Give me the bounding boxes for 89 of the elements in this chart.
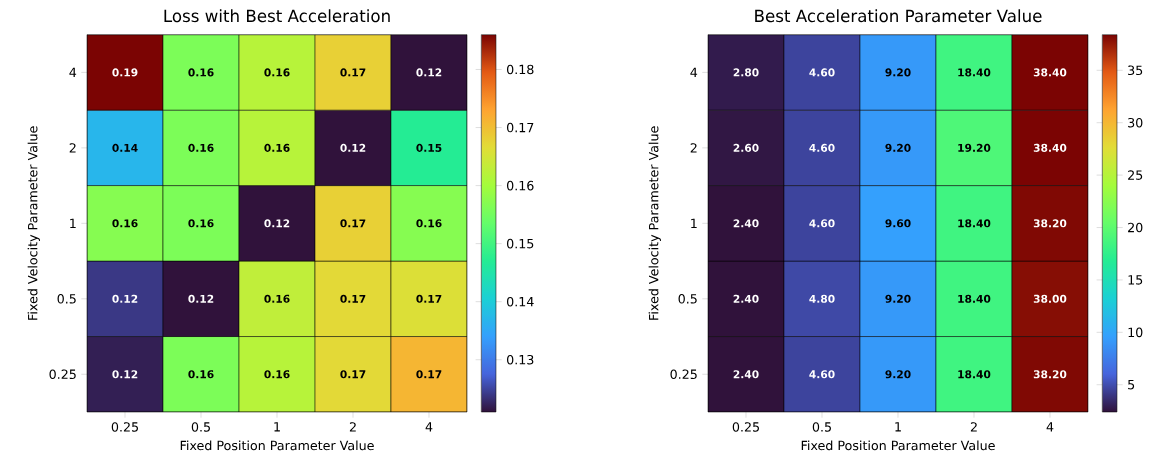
y-tick-label: 0.25 [670, 369, 697, 380]
y-tick-label: 2 [69, 143, 76, 153]
chart-title: Best Acceleration Parameter Value [755, 9, 1042, 23]
data-label: 18.40 [958, 294, 991, 303]
data-label: 0.15 [416, 143, 442, 152]
data-label: 4.60 [809, 370, 835, 379]
data-label: 9.60 [885, 219, 911, 228]
y-axis-title: Fixed Velocity Parameter Value [648, 126, 661, 320]
color-bar-label: 0.15 [507, 238, 534, 249]
data-label: 38.40 [1033, 143, 1067, 152]
data-label: 2.40 [733, 370, 759, 379]
data-label: 19.20 [958, 143, 991, 152]
data-label: 2.80 [733, 68, 759, 77]
color-bar-label: 0.17 [507, 122, 534, 133]
x-tick-label: 4 [425, 422, 433, 432]
data-label: 0.16 [264, 143, 290, 152]
y-tick-label: 0.5 [678, 293, 697, 304]
data-label: 2.40 [733, 294, 759, 303]
data-label: 0.16 [188, 68, 214, 77]
y-tick-label: 0.25 [49, 369, 76, 380]
y-tick-label: 4 [690, 67, 698, 78]
x-axis-title: Fixed Position Parameter Value [801, 440, 995, 451]
data-label: 0.17 [416, 370, 442, 379]
data-label: 0.12 [264, 219, 290, 228]
data-label: 0.17 [340, 370, 366, 379]
data-label: 9.20 [885, 68, 911, 77]
data-label: 0.17 [340, 68, 366, 77]
y-axis-title: Fixed Velocity Parameter Value [27, 126, 40, 320]
data-label: 4.60 [809, 68, 835, 77]
data-label: 9.20 [885, 370, 911, 379]
data-label: 2.60 [733, 143, 759, 152]
data-label: 4.80 [809, 294, 835, 303]
data-label: 0.12 [112, 370, 138, 379]
x-tick-label: 0.25 [111, 422, 139, 432]
data-label: 0.14 [112, 143, 138, 152]
color-bar-label: 0.16 [507, 180, 534, 191]
y-tick-label: 1 [70, 218, 76, 228]
data-label: 0.16 [112, 219, 138, 228]
color-bar-label: 0.13 [507, 354, 534, 365]
y-tick-label: 0.5 [57, 293, 76, 304]
x-tick-label: 0.5 [191, 422, 210, 432]
data-label: 0.12 [416, 68, 442, 77]
y-tick-label: 1 [691, 218, 697, 228]
data-label: 2.40 [733, 219, 759, 228]
data-label: 0.16 [416, 219, 442, 228]
x-axis-title: Fixed Position Parameter Value [180, 440, 374, 451]
x-tick-label: 2 [349, 422, 356, 432]
color-bar-label: 30 [1128, 117, 1143, 128]
color-bar-label: 20 [1128, 222, 1143, 233]
y-tick-label: 4 [69, 67, 77, 78]
data-label: 0.17 [340, 294, 366, 303]
data-label: 0.16 [188, 143, 214, 152]
data-label: 9.20 [885, 143, 911, 152]
data-label: 9.20 [885, 294, 911, 303]
data-label: 4.60 [809, 219, 835, 228]
color-bar-label: 35 [1128, 65, 1143, 76]
chart-title: Loss with Best Acceleration [164, 9, 390, 23]
x-tick-label: 1 [895, 422, 901, 432]
x-tick-label: 4 [1046, 422, 1054, 432]
data-label: 18.40 [958, 370, 991, 379]
color-bar-label: 25 [1128, 170, 1143, 180]
data-label: 0.12 [188, 294, 214, 303]
y-tick-label: 2 [690, 143, 697, 153]
color-bar-label: 0.18 [507, 64, 534, 75]
color-bar-label: 15 [1128, 275, 1143, 285]
data-label: 0.12 [112, 294, 138, 303]
x-tick-label: 1 [274, 422, 280, 432]
data-label: 4.60 [809, 143, 835, 152]
x-tick-label: 2 [970, 422, 977, 432]
data-label: 38.20 [1033, 219, 1067, 228]
data-label: 18.40 [958, 219, 991, 228]
color-bar-label: 5 [1128, 380, 1135, 390]
data-label: 0.19 [112, 68, 138, 77]
data-label: 0.16 [264, 294, 290, 303]
data-label: 0.17 [416, 294, 442, 303]
data-label: 0.12 [340, 143, 366, 152]
data-label: 0.16 [188, 219, 214, 228]
data-label: 38.40 [1033, 68, 1067, 77]
data-label: 0.16 [264, 370, 290, 379]
data-label: 0.16 [188, 370, 214, 379]
x-tick-label: 0.25 [732, 422, 759, 432]
color-bar-label: 0.14 [507, 296, 534, 307]
data-label: 38.20 [1033, 370, 1067, 379]
data-label: 38.00 [1033, 294, 1067, 303]
data-label: 18.40 [958, 68, 991, 77]
data-label: 0.17 [340, 219, 366, 228]
color-bar-label: 10 [1128, 327, 1143, 338]
data-label: 0.16 [264, 68, 290, 77]
x-tick-label: 0.5 [812, 422, 831, 432]
